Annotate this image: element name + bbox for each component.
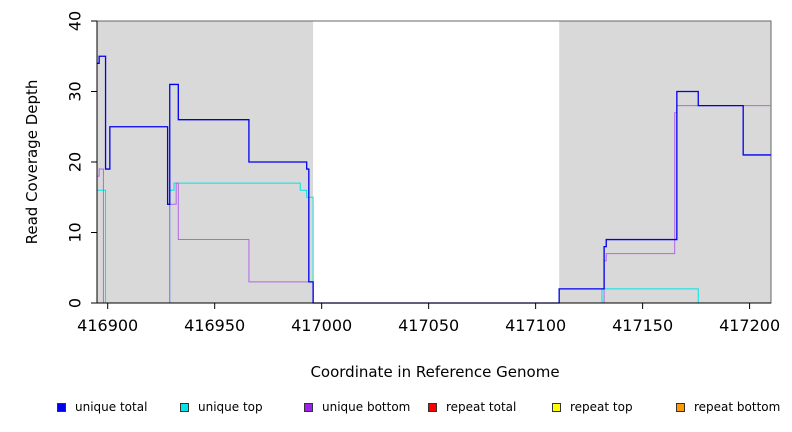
- y-tick-label: 0: [66, 298, 85, 308]
- shaded-region-2: [559, 21, 771, 303]
- y-tick-label: 30: [66, 81, 85, 101]
- legend-item-repeat-bottom: repeat bottom: [676, 400, 780, 414]
- legend-label: repeat bottom: [694, 400, 781, 414]
- legend-label: unique total: [75, 400, 148, 414]
- legend-swatch: [57, 402, 66, 412]
- y-tick-label: 10: [66, 222, 85, 242]
- legend-label: repeat total: [446, 400, 517, 414]
- legend-item-unique-bottom: unique bottom: [304, 400, 410, 414]
- y-axis-title: Read Coverage Depth: [23, 80, 41, 245]
- legend-swatch: [676, 402, 685, 412]
- legend-item-repeat-total: repeat total: [428, 400, 516, 414]
- x-tick-label: 416950: [184, 316, 245, 335]
- coverage-chart: 0 10 20 30 40 416900 416950 417000 417050 417100 4…: [23, 11, 781, 381]
- x-tick-label: 417000: [291, 316, 352, 335]
- shaded-regions: [97, 21, 771, 303]
- y-tick-label: 40: [66, 11, 85, 31]
- legend-swatch: [304, 402, 313, 412]
- chart-legend: unique total unique top unique bottom repea…: [0, 400, 792, 418]
- legend-label: repeat top: [570, 400, 633, 414]
- legend-item-repeat-top: repeat top: [552, 400, 633, 414]
- series-line-unique-total: [97, 55, 771, 304]
- legend-label: unique top: [198, 400, 263, 414]
- axes: 0 10 20 30 40 416900 416950 417000 417050 417100 4…: [66, 11, 781, 335]
- legend-swatch: [552, 402, 561, 412]
- legend-item-unique-total: unique total: [57, 400, 147, 414]
- x-tick-label: 417050: [398, 316, 459, 335]
- x-tick-label: 417100: [505, 316, 566, 335]
- x-tick-label: 417150: [612, 316, 673, 335]
- y-tick-label: 20: [66, 152, 85, 172]
- x-axis-title: Coordinate in Reference Genome: [310, 363, 559, 381]
- legend-label: unique bottom: [322, 400, 411, 414]
- x-tick-label: 417200: [719, 316, 780, 335]
- legend-swatch: [180, 402, 189, 412]
- x-tick-label: 416900: [77, 316, 138, 335]
- legend-swatch: [428, 402, 437, 412]
- legend-item-unique-top: unique top: [180, 400, 263, 414]
